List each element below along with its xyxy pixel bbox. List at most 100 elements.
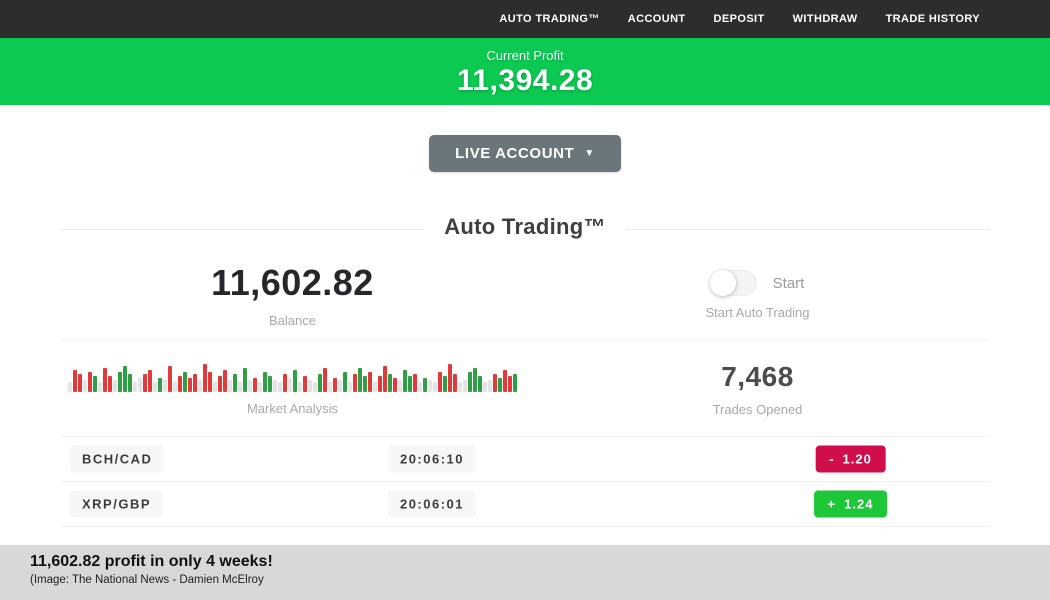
- market-bar: [388, 373, 392, 392]
- market-bar: [103, 367, 107, 392]
- live-account-dropdown[interactable]: LIVE ACCOUNT ▼: [429, 135, 621, 172]
- market-bar: [118, 371, 122, 392]
- change-sign: +: [827, 496, 837, 512]
- market-bar: [243, 367, 247, 392]
- market-bar: [203, 363, 207, 392]
- market-bar: [223, 369, 227, 392]
- table-row: BCH/CAD 20:06:10 - 1.20: [60, 437, 990, 482]
- market-bar: [213, 381, 217, 392]
- table-row: XRP/GBP 20:06:01 + 1.24: [60, 482, 990, 527]
- market-bar: [88, 371, 92, 392]
- market-bar: [283, 373, 287, 392]
- nav-item-auto-trading[interactable]: AUTO TRADING™: [499, 13, 600, 25]
- market-bar: [498, 377, 502, 392]
- market-bar: [108, 375, 112, 392]
- market-bar: [303, 375, 307, 392]
- market-bar: [188, 377, 192, 392]
- market-bar: [83, 379, 87, 392]
- market-bar: [158, 377, 162, 392]
- market-bar: [408, 375, 412, 392]
- market-bar: [423, 377, 427, 392]
- market-bar: [218, 375, 222, 392]
- nav-item-deposit[interactable]: DEPOSIT: [713, 13, 765, 25]
- market-bar: [463, 379, 467, 392]
- top-navbar: AUTO TRADING™ ACCOUNT DEPOSIT WITHDRAW T…: [0, 0, 1050, 38]
- market-bar: [68, 381, 72, 392]
- start-auto-trading-toggle[interactable]: [709, 270, 757, 296]
- toggle-knob: [709, 270, 736, 296]
- market-bar: [253, 377, 257, 392]
- market-bar: [393, 377, 397, 392]
- market-bar: [148, 369, 152, 392]
- market-bar: [298, 381, 302, 392]
- market-bar: [248, 379, 252, 392]
- market-bar: [178, 375, 182, 392]
- time-badge: 20:06:01: [387, 490, 477, 518]
- market-bar: [433, 381, 437, 392]
- nav-item-account[interactable]: ACCOUNT: [627, 13, 686, 25]
- nav-item-withdraw[interactable]: WITHDRAW: [792, 13, 858, 25]
- market-bar: [483, 381, 487, 392]
- market-bar: [183, 371, 187, 392]
- market-bar: [153, 381, 157, 392]
- market-bar: [398, 379, 402, 392]
- market-bar: [258, 381, 262, 392]
- market-bar: [163, 379, 167, 392]
- market-bar: [438, 371, 442, 392]
- market-bar: [93, 375, 97, 392]
- market-bar: [113, 379, 117, 392]
- caption-credit: (Image: The National News - Damien McElr…: [30, 574, 264, 586]
- change-sign: -: [829, 451, 835, 467]
- caption-headline: 11,602.82 profit in only 4 weeks!: [30, 553, 273, 570]
- market-bar: [123, 365, 127, 392]
- market-bar: [263, 371, 267, 392]
- trades-opened-label: Trades Opened: [712, 401, 803, 417]
- change-badge: - 1.20: [815, 445, 886, 473]
- stats-container: 11,602.82 Balance Start Start Auto Tradi…: [60, 250, 990, 527]
- market-bar: [383, 365, 387, 392]
- market-bar: [378, 375, 382, 392]
- section-heading: Auto Trading™: [0, 214, 1050, 244]
- stats-row-1: 11,602.82 Balance Start Start Auto Tradi…: [60, 250, 990, 340]
- trades-table: BCH/CAD 20:06:10 - 1.20 XRP/GBP 20:06:01…: [60, 436, 990, 527]
- page-title: Auto Trading™: [424, 214, 626, 240]
- stats-row-2: Market Analysis 7,468 Trades Opened: [60, 341, 990, 436]
- market-bar: [488, 379, 492, 392]
- market-bar: [208, 371, 212, 392]
- market-bar: [293, 369, 297, 392]
- toggle-start-label: Start: [772, 274, 805, 292]
- market-bar: [308, 379, 312, 392]
- change-amount: 1.20: [842, 451, 872, 467]
- auto-trading-block: Start Start Auto Trading: [525, 250, 990, 340]
- pair-badge: XRP/GBP: [70, 490, 164, 518]
- market-bar: [233, 373, 237, 392]
- market-bar: [73, 369, 77, 392]
- market-bar: [143, 373, 147, 392]
- market-bar: [348, 381, 352, 392]
- market-bar: [228, 379, 232, 392]
- caption-bar: 11,602.82 profit in only 4 weeks! (Image…: [0, 545, 1050, 600]
- pair-badge: BCH/CAD: [70, 445, 165, 473]
- current-profit-label: Current Profit: [486, 47, 564, 63]
- current-profit-banner: Current Profit 11,394.28: [0, 38, 1050, 105]
- market-bar: [368, 371, 372, 392]
- market-bar: [363, 375, 367, 392]
- change-badge: + 1.24: [813, 490, 888, 518]
- market-bar: [328, 381, 332, 392]
- market-bar: [128, 373, 132, 392]
- market-bar: [453, 373, 457, 392]
- trades-opened-block: 7,468 Trades Opened: [525, 341, 990, 436]
- market-bar: [173, 381, 177, 392]
- nav-item-trade-history[interactable]: TRADE HISTORY: [885, 13, 980, 25]
- market-bar: [458, 381, 462, 392]
- market-bar: [493, 373, 497, 392]
- market-bar: [358, 367, 362, 392]
- market-bar: [448, 363, 452, 392]
- market-bar: [313, 381, 317, 392]
- market-bar: [513, 373, 517, 392]
- market-bar: [478, 375, 482, 392]
- market-bar: [473, 367, 477, 392]
- market-bar: [138, 377, 142, 392]
- market-analysis-label: Market Analysis: [246, 400, 339, 416]
- market-bar: [343, 371, 347, 392]
